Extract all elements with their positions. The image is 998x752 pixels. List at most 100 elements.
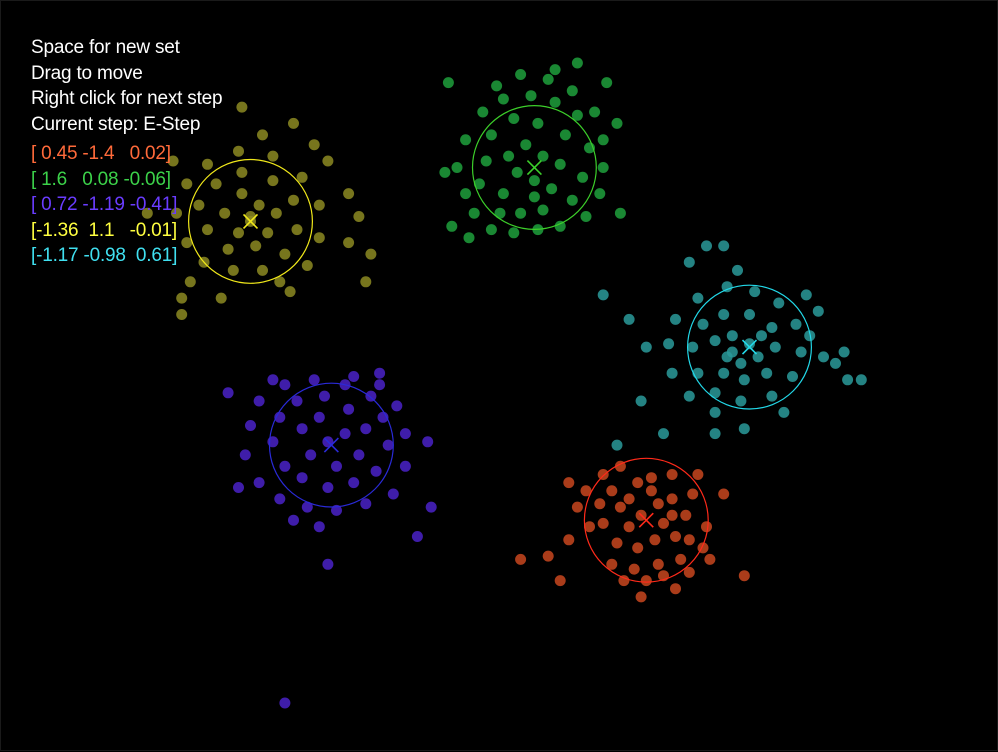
data-point[interactable]: [313, 199, 325, 211]
data-point[interactable]: [787, 371, 798, 382]
data-point[interactable]: [322, 482, 334, 493]
data-point[interactable]: [301, 501, 313, 513]
data-point[interactable]: [687, 341, 699, 353]
data-point[interactable]: [670, 583, 681, 595]
data-point[interactable]: [666, 493, 678, 505]
data-point[interactable]: [222, 243, 234, 255]
data-point[interactable]: [460, 134, 472, 146]
data-point[interactable]: [658, 517, 669, 529]
data-point[interactable]: [353, 449, 365, 461]
data-point[interactable]: [253, 477, 265, 489]
data-point[interactable]: [233, 227, 244, 239]
data-point[interactable]: [697, 318, 709, 330]
data-point[interactable]: [202, 158, 213, 170]
data-point[interactable]: [291, 395, 303, 407]
data-point[interactable]: [542, 550, 554, 562]
data-point[interactable]: [537, 150, 549, 162]
data-point[interactable]: [566, 194, 578, 206]
cluster-center-marker[interactable]: [526, 159, 542, 176]
data-point[interactable]: [701, 240, 712, 252]
data-point[interactable]: [167, 155, 179, 167]
data-point[interactable]: [818, 351, 829, 363]
data-point[interactable]: [666, 469, 678, 480]
data-point[interactable]: [735, 395, 747, 407]
data-point[interactable]: [262, 227, 274, 239]
data-point[interactable]: [279, 460, 291, 472]
cluster-center-marker[interactable]: [741, 339, 758, 355]
data-point[interactable]: [288, 194, 299, 206]
data-point[interactable]: [360, 498, 372, 510]
data-point[interactable]: [577, 171, 589, 183]
data-point[interactable]: [597, 469, 609, 480]
data-point[interactable]: [257, 264, 268, 276]
data-point[interactable]: [284, 286, 296, 298]
data-point[interactable]: [571, 501, 583, 513]
data-point[interactable]: [584, 521, 595, 533]
data-point[interactable]: [738, 374, 750, 386]
data-point[interactable]: [580, 211, 592, 222]
cluster-center-marker[interactable]: [242, 213, 259, 229]
data-point[interactable]: [253, 199, 265, 211]
data-point[interactable]: [623, 493, 635, 505]
data-point[interactable]: [549, 64, 561, 76]
data-point[interactable]: [640, 341, 652, 353]
data-point[interactable]: [756, 330, 767, 342]
data-point[interactable]: [288, 514, 299, 526]
data-point[interactable]: [399, 460, 411, 472]
data-point[interactable]: [348, 371, 360, 382]
data-point[interactable]: [571, 57, 583, 69]
data-point[interactable]: [422, 436, 434, 448]
data-point[interactable]: [296, 472, 308, 484]
data-point[interactable]: [233, 145, 244, 157]
data-point[interactable]: [387, 488, 399, 500]
data-point[interactable]: [744, 309, 755, 320]
data-point[interactable]: [308, 374, 320, 386]
data-point[interactable]: [640, 575, 652, 587]
data-point[interactable]: [374, 367, 386, 379]
data-point[interactable]: [425, 501, 437, 513]
data-point[interactable]: [663, 338, 675, 350]
data-point[interactable]: [601, 77, 613, 89]
data-point[interactable]: [374, 379, 386, 391]
data-point[interactable]: [296, 171, 308, 183]
data-point[interactable]: [515, 553, 527, 565]
data-point[interactable]: [752, 351, 764, 363]
data-point[interactable]: [838, 346, 850, 358]
data-point[interactable]: [645, 485, 657, 497]
data-point[interactable]: [773, 297, 785, 309]
data-point[interactable]: [497, 93, 509, 105]
cluster-4[interactable]: [597, 240, 867, 451]
data-point[interactable]: [360, 276, 372, 288]
data-point[interactable]: [250, 240, 262, 252]
data-point[interactable]: [546, 183, 558, 195]
data-point[interactable]: [701, 521, 712, 533]
data-point[interactable]: [718, 488, 730, 500]
data-point[interactable]: [554, 158, 566, 170]
data-point[interactable]: [305, 449, 317, 461]
data-point[interactable]: [623, 521, 635, 533]
data-point[interactable]: [528, 175, 540, 187]
data-point[interactable]: [473, 178, 485, 190]
data-point[interactable]: [348, 477, 360, 489]
data-point[interactable]: [554, 575, 566, 587]
gaussian-ring[interactable]: [583, 457, 709, 583]
data-point[interactable]: [391, 400, 403, 412]
data-point[interactable]: [649, 534, 661, 546]
data-point[interactable]: [219, 207, 231, 219]
data-point[interactable]: [279, 379, 291, 391]
data-point[interactable]: [343, 188, 355, 200]
data-point[interactable]: [274, 276, 286, 288]
data-point[interactable]: [718, 309, 730, 320]
data-point[interactable]: [790, 318, 802, 330]
data-point[interactable]: [614, 501, 626, 513]
data-point[interactable]: [365, 390, 377, 402]
data-point[interactable]: [411, 531, 423, 542]
data-point[interactable]: [692, 367, 704, 379]
data-point[interactable]: [611, 117, 623, 129]
data-point[interactable]: [210, 178, 222, 190]
data-point[interactable]: [508, 227, 520, 239]
data-point[interactable]: [692, 469, 704, 480]
data-point[interactable]: [236, 188, 248, 200]
data-point[interactable]: [370, 465, 382, 477]
